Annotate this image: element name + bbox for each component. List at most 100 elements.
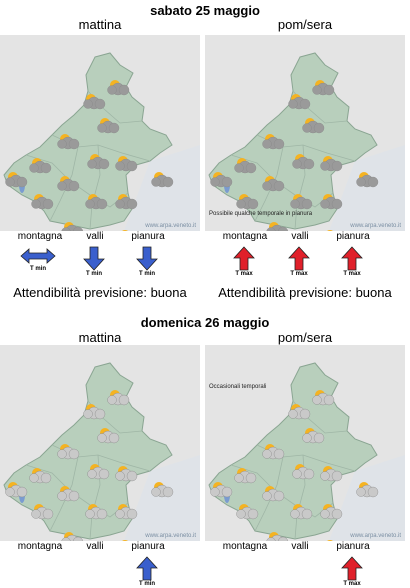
- storm-cloud-icon: [5, 172, 28, 188]
- sun-cloud-icon: [320, 466, 343, 482]
- storm-cloud-icon: [61, 222, 84, 231]
- sun-cloud-icon: [57, 444, 80, 460]
- period-label-morning: mattina: [78, 330, 122, 345]
- storm-cloud-icon: [234, 158, 257, 174]
- arrow-label: T min: [86, 271, 102, 276]
- storm-cloud-icon: [236, 194, 259, 210]
- map-watermark: www.arpa.veneto.it: [350, 223, 401, 229]
- storm-cloud-icon: [290, 194, 313, 210]
- sun-cloud-icon: [115, 504, 138, 520]
- sun-cloud-icon: [122, 540, 128, 541]
- sun-cloud-icon: [262, 486, 285, 502]
- sun-cloud-icon: [151, 482, 174, 498]
- sun-cloud-icon: [31, 504, 54, 520]
- forecast-reliability: Attendibilità previsione: buona: [13, 285, 187, 300]
- period-label-afternoon: pom/sera: [277, 17, 333, 32]
- sun-cloud-icon: [87, 464, 110, 480]
- stable-temperature-arrow-icon: T min: [20, 248, 56, 272]
- storm-cloud-icon: [115, 156, 138, 172]
- sun-cloud-icon: [29, 468, 52, 484]
- rising-temperature-arrow-icon: T max: [341, 246, 363, 276]
- storm-cloud-icon: [57, 134, 80, 150]
- arrow-label: T min: [139, 271, 155, 276]
- storm-cloud-icon: [327, 230, 333, 231]
- storm-cloud-icon: [288, 94, 311, 110]
- forecast-map: Possibile qualche temporale in pianura w…: [205, 35, 405, 231]
- sun-cloud-icon: [236, 504, 259, 520]
- sun-cloud-icon: [327, 540, 333, 541]
- forecast-map: www.arpa.veneto.it: [0, 35, 200, 231]
- sun-cloud-icon: [5, 482, 28, 498]
- map-note: Occasionali temporali: [209, 384, 267, 390]
- sun-cloud-icon: [97, 428, 120, 444]
- storm-cloud-icon: [262, 176, 285, 192]
- zone-label-montagna: montagna: [17, 231, 63, 242]
- sun-cloud-icon: [57, 486, 80, 502]
- sun-cloud-icon: [85, 504, 108, 520]
- storm-cloud-icon: [107, 80, 130, 96]
- arrow-label: T min: [139, 581, 155, 586]
- zone-label-montagna: montagna: [222, 231, 268, 242]
- arrow-label: T max: [343, 581, 361, 586]
- arrow-label: T max: [290, 271, 308, 276]
- storm-cloud-icon: [31, 194, 54, 210]
- sun-cloud-icon: [61, 532, 84, 541]
- sun-cloud-icon: [290, 504, 313, 520]
- storm-cloud-icon: [87, 154, 110, 170]
- map-note: Possibile qualche temporale in pianura: [209, 211, 313, 217]
- zone-label-pianura: pianura: [336, 541, 370, 552]
- sun-cloud-icon: [234, 468, 257, 484]
- arrow-label: T max: [343, 271, 361, 276]
- rising-temperature-arrow-icon: T min: [136, 556, 158, 586]
- zone-label-valli: valli: [291, 541, 309, 552]
- rising-temperature-arrow-icon: T max: [341, 556, 363, 586]
- storm-cloud-icon: [97, 118, 120, 134]
- storm-cloud-icon: [122, 230, 128, 231]
- forecast-map: Occasionali temporali www.arpa.veneto.it: [205, 345, 405, 541]
- arrow-label: T min: [30, 266, 46, 272]
- day-title: domenica 26 maggio: [140, 315, 270, 330]
- storm-cloud-icon: [210, 172, 233, 188]
- zone-label-montagna: montagna: [222, 541, 268, 552]
- storm-cloud-icon: [312, 80, 335, 96]
- zone-label-valli: valli: [291, 231, 309, 242]
- sun-cloud-icon: [210, 482, 233, 498]
- day-title: sabato 25 maggio: [150, 3, 260, 18]
- zone-label-valli: valli: [86, 541, 104, 552]
- sun-cloud-icon: [320, 504, 343, 520]
- falling-temperature-arrow-icon: T min: [83, 246, 105, 276]
- sun-cloud-icon: [302, 428, 325, 444]
- zone-label-valli: valli: [86, 231, 104, 242]
- sun-cloud-icon: [288, 404, 311, 420]
- map-watermark: www.arpa.veneto.it: [350, 533, 401, 539]
- storm-cloud-icon: [57, 176, 80, 192]
- sun-cloud-icon: [292, 464, 315, 480]
- storm-cloud-icon: [320, 156, 343, 172]
- sun-cloud-icon: [312, 390, 335, 406]
- sun-cloud-icon: [107, 390, 130, 406]
- storm-cloud-icon: [320, 194, 343, 210]
- map-watermark: www.arpa.veneto.it: [145, 533, 196, 539]
- forecast-map: www.arpa.veneto.it: [0, 345, 200, 541]
- arrow-label: T max: [235, 271, 253, 276]
- zone-label-montagna: montagna: [17, 541, 63, 552]
- map-watermark: www.arpa.veneto.it: [145, 223, 196, 229]
- storm-cloud-icon: [83, 94, 106, 110]
- storm-cloud-icon: [292, 154, 315, 170]
- storm-cloud-icon: [356, 172, 379, 188]
- rising-temperature-arrow-icon: T max: [233, 246, 255, 276]
- storm-cloud-icon: [266, 222, 289, 231]
- falling-temperature-arrow-icon: T min: [136, 246, 158, 276]
- forecast-reliability: Attendibilità previsione: buona: [218, 285, 392, 300]
- zone-label-pianura: pianura: [131, 231, 165, 242]
- period-label-morning: mattina: [78, 17, 122, 32]
- storm-cloud-icon: [85, 194, 108, 210]
- sun-cloud-icon: [356, 482, 379, 498]
- period-label-afternoon: pom/sera: [277, 330, 333, 345]
- zone-label-pianura: pianura: [336, 231, 370, 242]
- sun-cloud-icon: [115, 466, 138, 482]
- storm-cloud-icon: [262, 134, 285, 150]
- sun-cloud-icon: [83, 404, 106, 420]
- storm-cloud-icon: [302, 118, 325, 134]
- sun-cloud-icon: [266, 532, 289, 541]
